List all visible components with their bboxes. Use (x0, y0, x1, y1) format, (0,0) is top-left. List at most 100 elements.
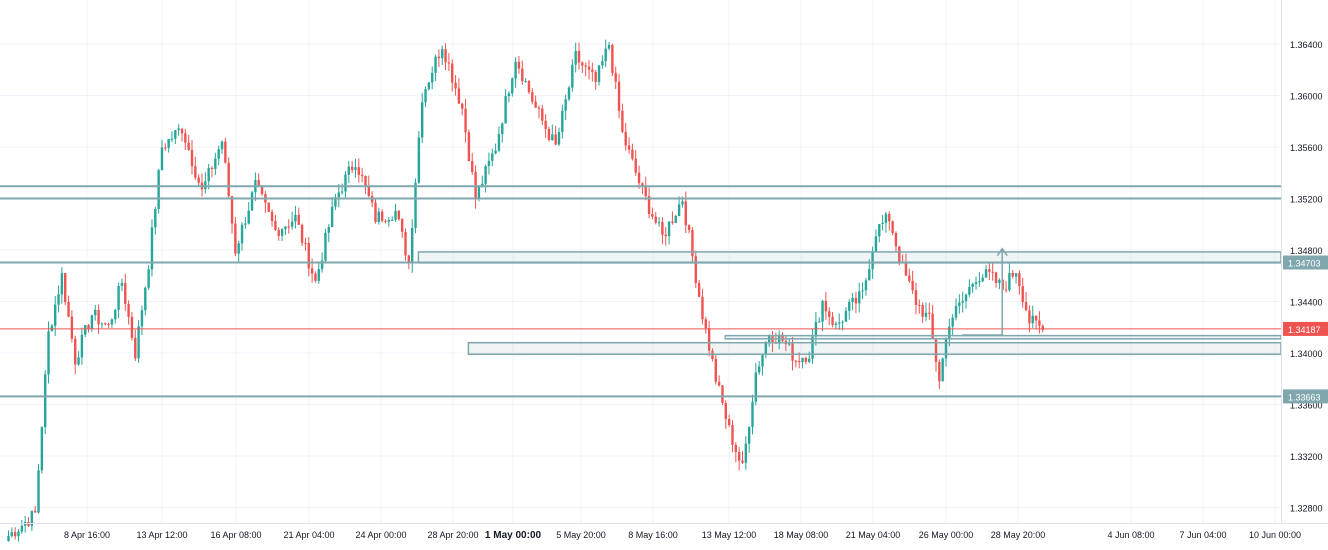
candle-body[interactable] (637, 172, 641, 184)
candle-body[interactable] (127, 304, 130, 317)
candle-body[interactable] (220, 141, 224, 150)
candle-body[interactable] (300, 224, 304, 243)
candle-body[interactable] (858, 291, 861, 304)
candle-body[interactable] (891, 221, 894, 233)
candle-body[interactable] (340, 191, 344, 193)
candle-body[interactable] (898, 246, 901, 262)
candle-body[interactable] (631, 149, 634, 159)
candle-body[interactable] (260, 185, 264, 195)
candle-body[interactable] (314, 273, 317, 281)
candle-body[interactable] (624, 131, 627, 146)
candle-body[interactable] (407, 255, 411, 263)
candle-body[interactable] (337, 192, 340, 198)
candle-body[interactable] (994, 272, 998, 283)
candle-body[interactable] (561, 110, 564, 132)
candle-body[interactable] (651, 214, 654, 217)
candle-body[interactable] (841, 321, 844, 323)
candle-body[interactable] (277, 229, 280, 236)
candle-body[interactable] (587, 66, 591, 70)
candle-body[interactable] (417, 137, 421, 183)
candle-body[interactable] (981, 277, 984, 282)
candle-body[interactable] (537, 107, 541, 109)
candle-body[interactable] (998, 279, 1001, 283)
candle-body[interactable] (1008, 272, 1011, 291)
candle-body[interactable] (1021, 286, 1024, 302)
candle-body[interactable] (187, 142, 190, 150)
candle-body[interactable] (1041, 325, 1044, 330)
candle-body[interactable] (751, 401, 754, 428)
candle-body[interactable] (804, 357, 808, 362)
candle-body[interactable] (521, 68, 524, 82)
candle-body[interactable] (544, 120, 547, 129)
candle-body[interactable] (80, 334, 84, 358)
candle-body[interactable] (257, 180, 260, 186)
candle-body[interactable] (274, 221, 277, 230)
candle-body[interactable] (147, 269, 150, 288)
candle-body[interactable] (400, 219, 404, 232)
candle-body[interactable] (244, 223, 247, 225)
candle-body[interactable] (581, 62, 584, 66)
candle-body[interactable] (781, 334, 784, 341)
candle-body[interactable] (1034, 315, 1038, 321)
candle-body[interactable] (584, 65, 587, 67)
candle-body[interactable] (250, 192, 254, 211)
candle-body[interactable] (240, 224, 244, 244)
candle-body[interactable] (377, 211, 381, 222)
candle-body[interactable] (808, 358, 811, 362)
candle-body[interactable] (237, 243, 240, 254)
candle-body[interactable] (684, 201, 687, 226)
candle-body[interactable] (287, 226, 290, 228)
candle-body[interactable] (280, 229, 284, 236)
candle-body[interactable] (811, 336, 814, 359)
candle-body[interactable] (160, 147, 164, 171)
candle-body[interactable] (1024, 301, 1028, 311)
candle-body[interactable] (701, 296, 704, 320)
candle-body[interactable] (888, 213, 891, 222)
candle-body[interactable] (100, 323, 104, 325)
candle-body[interactable] (798, 360, 801, 363)
arrow-head-icon[interactable] (996, 247, 1008, 257)
candle-body[interactable] (414, 182, 417, 228)
candle-body[interactable] (918, 304, 921, 306)
candle-body[interactable] (687, 225, 691, 231)
candle-body[interactable] (868, 269, 871, 281)
candle-body[interactable] (1014, 273, 1018, 277)
candle-body[interactable] (397, 210, 401, 220)
candle-body[interactable] (661, 222, 664, 235)
candle-body[interactable] (84, 325, 87, 335)
candle-body[interactable] (210, 167, 214, 170)
candle-body[interactable] (387, 219, 391, 222)
candle-body[interactable] (74, 338, 77, 365)
candle-body[interactable] (43, 374, 47, 428)
candle-body[interactable] (124, 283, 127, 305)
candle-body[interactable] (310, 268, 314, 274)
candle-body[interactable] (77, 357, 80, 365)
candle-body[interactable] (791, 343, 794, 361)
candle-body[interactable] (958, 302, 961, 307)
candle-body[interactable] (831, 316, 834, 325)
candle-body[interactable] (767, 336, 771, 344)
candle-body[interactable] (511, 78, 514, 94)
time-axis[interactable]: 8 Apr 16:00 13 Apr 12:00 16 Apr 08:00 21 Ap… (64, 530, 1301, 541)
candle-body[interactable] (677, 204, 681, 217)
candle-body[interactable] (594, 71, 597, 82)
candle-body[interactable] (948, 326, 951, 340)
candle-body[interactable] (7, 535, 10, 542)
candle-body[interactable] (674, 216, 677, 223)
candle-body[interactable] (557, 131, 561, 145)
candle-body[interactable] (270, 211, 274, 222)
candle-body[interactable] (327, 227, 330, 233)
candle-body[interactable] (350, 166, 354, 170)
candle-body[interactable] (731, 425, 734, 445)
candle-body[interactable] (477, 186, 481, 200)
candle-body[interactable] (117, 285, 120, 310)
candle-body[interactable] (290, 221, 294, 227)
candle-body[interactable] (441, 49, 444, 59)
candle-body[interactable] (801, 357, 804, 363)
candle-body[interactable] (447, 62, 451, 64)
candle-body[interactable] (931, 313, 934, 339)
candle-body[interactable] (928, 312, 931, 314)
candle-body[interactable] (451, 63, 454, 83)
candle-body[interactable] (110, 319, 114, 325)
candle-body[interactable] (874, 236, 878, 252)
